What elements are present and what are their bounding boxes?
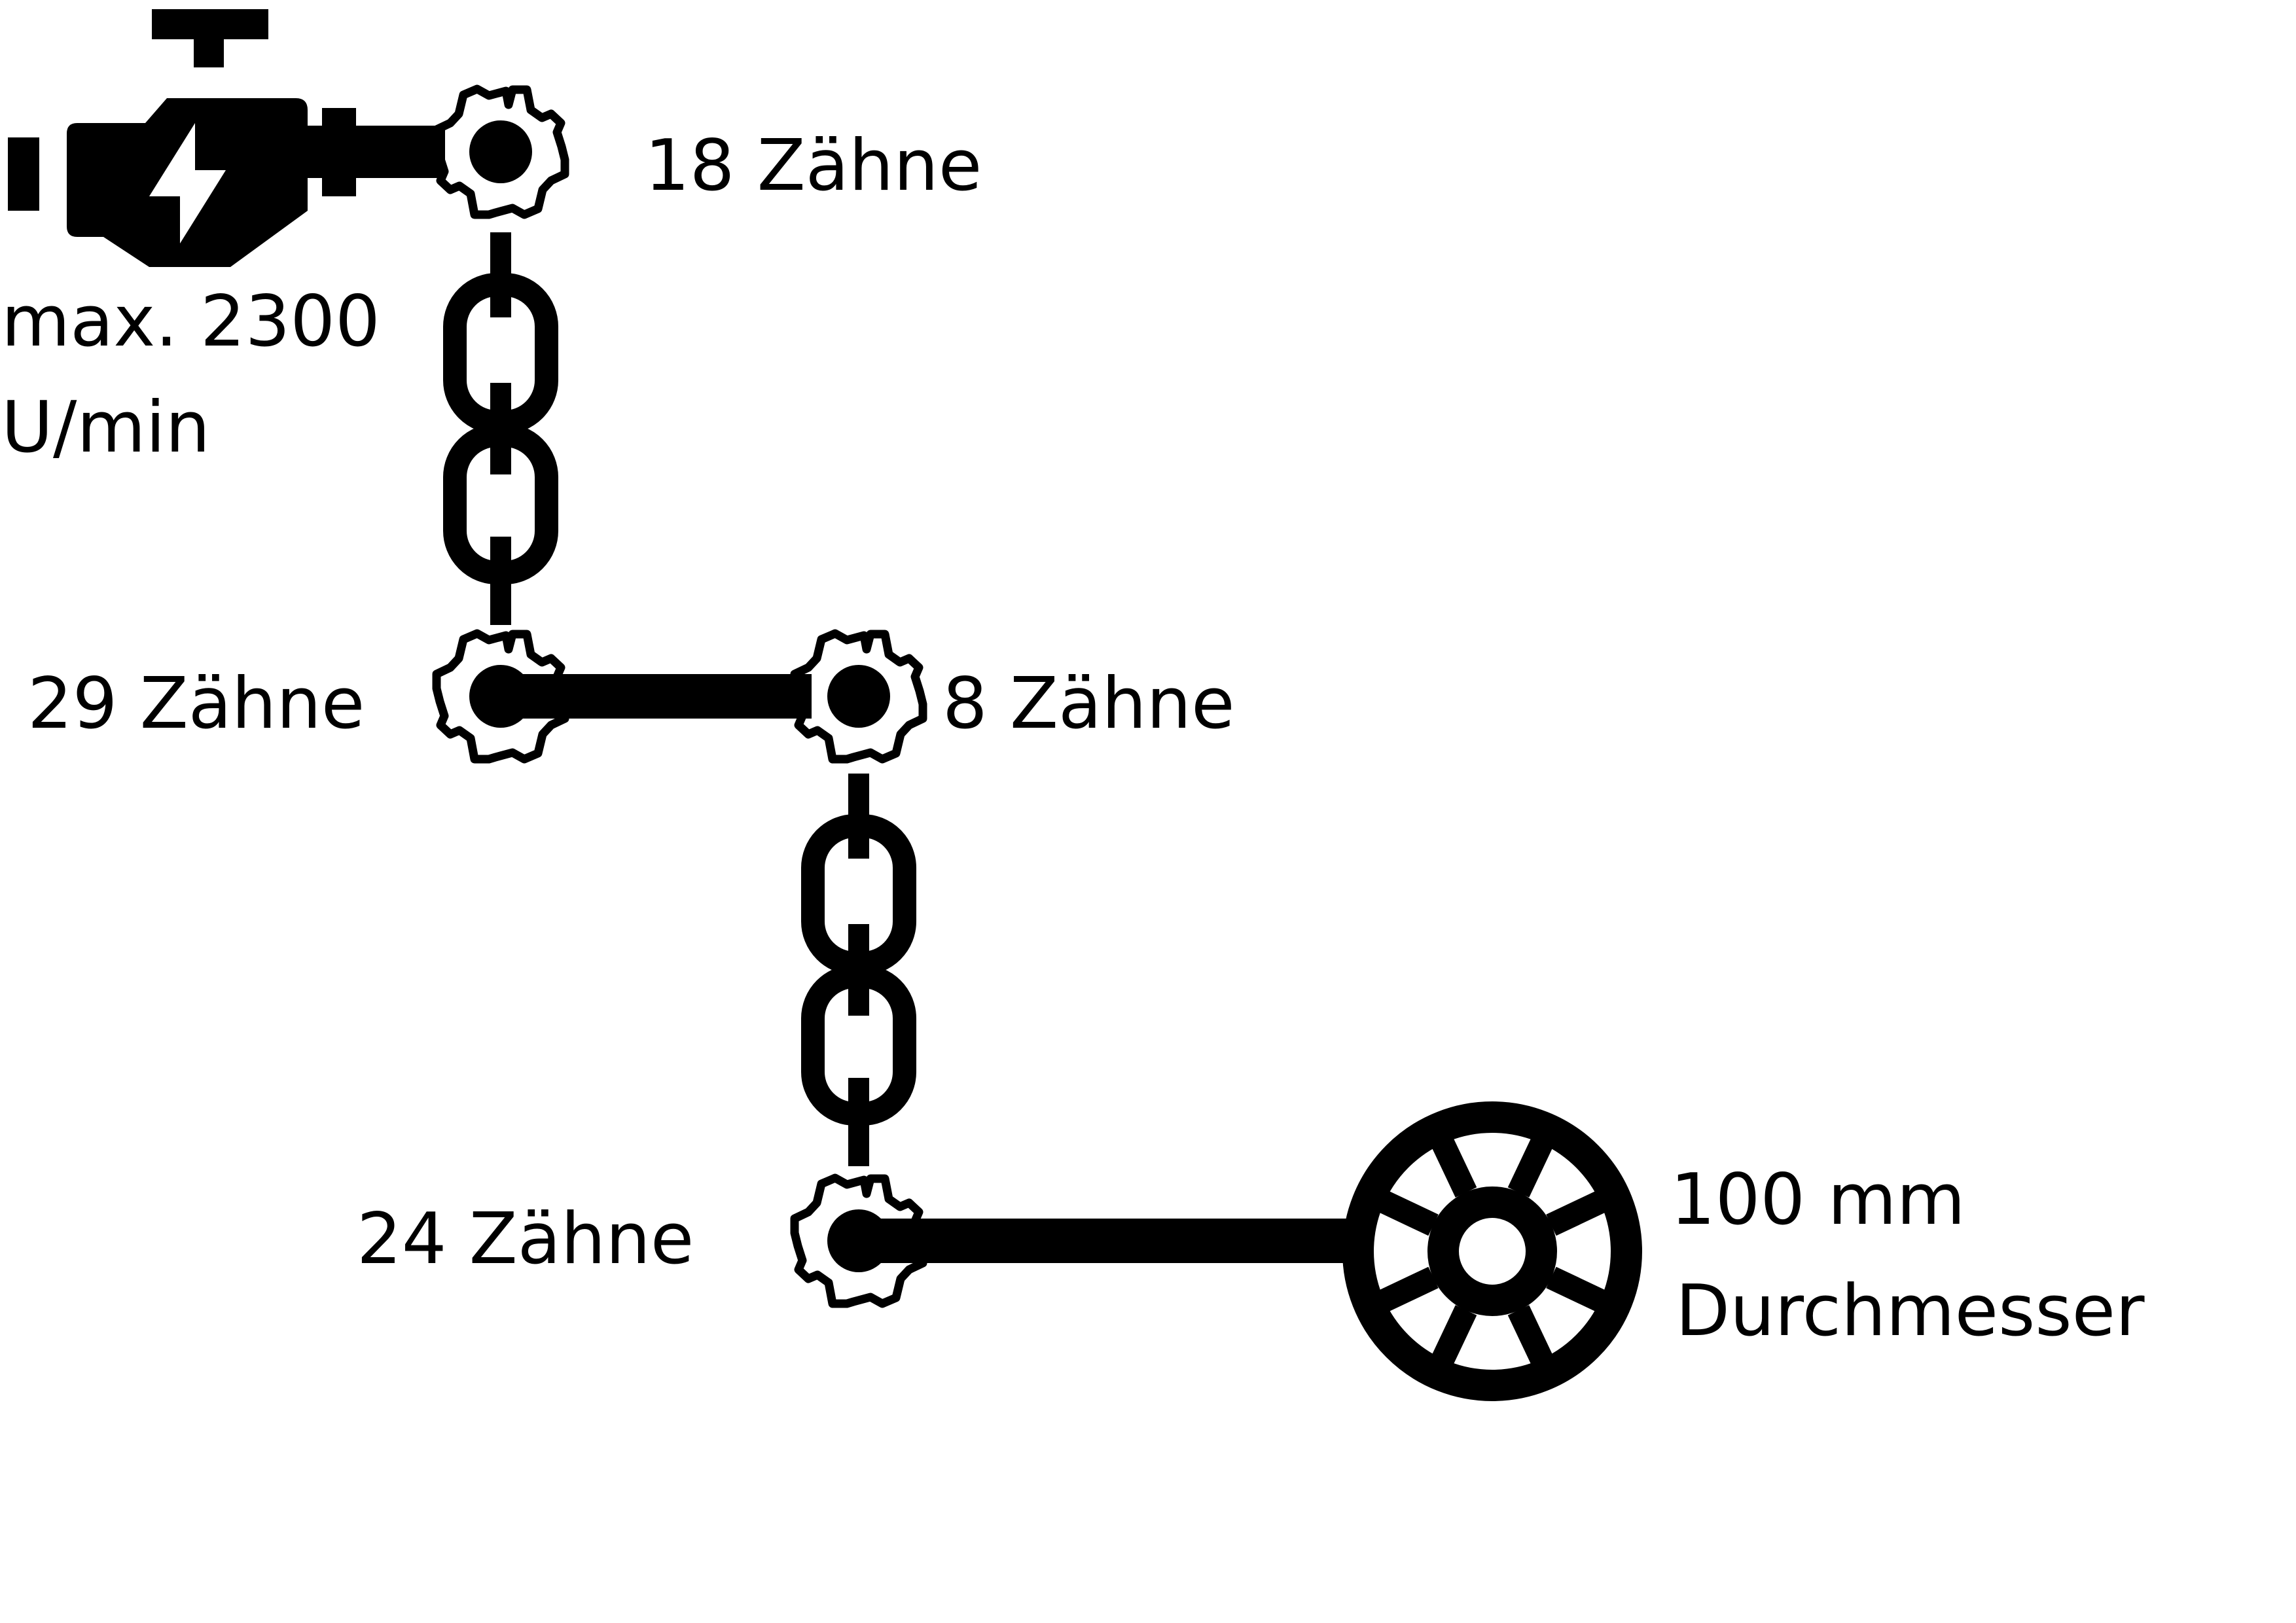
chain-1 <box>455 232 547 625</box>
gear-8 <box>795 633 923 759</box>
motor-speed-line1: max. 2300 <box>1 281 380 363</box>
gear-18-label: 18 Zähne <box>645 125 982 207</box>
wheel-label-line1: 100 mm <box>1670 1159 1965 1241</box>
gear-8-label: 8 Zähne <box>942 663 1235 745</box>
gear-18 <box>437 89 565 215</box>
wheel-label-line2: Durchmesser <box>1676 1270 2145 1352</box>
gear-24-label: 24 Zähne <box>357 1198 694 1280</box>
wheel-icon <box>1342 1101 1642 1401</box>
motor-speed-line2: U/min <box>1 387 210 469</box>
gear-29-label: 29 Zähne <box>27 663 365 745</box>
chain-2 <box>813 774 905 1166</box>
